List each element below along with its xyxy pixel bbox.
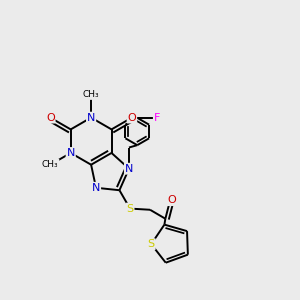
Text: N: N: [87, 112, 95, 123]
Text: N: N: [92, 183, 100, 193]
Text: O: O: [46, 112, 55, 123]
Text: S: S: [127, 204, 134, 214]
Text: N: N: [125, 164, 133, 174]
Text: N: N: [67, 148, 75, 158]
Text: CH₃: CH₃: [42, 160, 58, 169]
Text: CH₃: CH₃: [83, 90, 99, 99]
Text: S: S: [148, 239, 155, 249]
Text: O: O: [128, 112, 136, 123]
Text: O: O: [167, 195, 176, 205]
Text: F: F: [154, 113, 160, 123]
